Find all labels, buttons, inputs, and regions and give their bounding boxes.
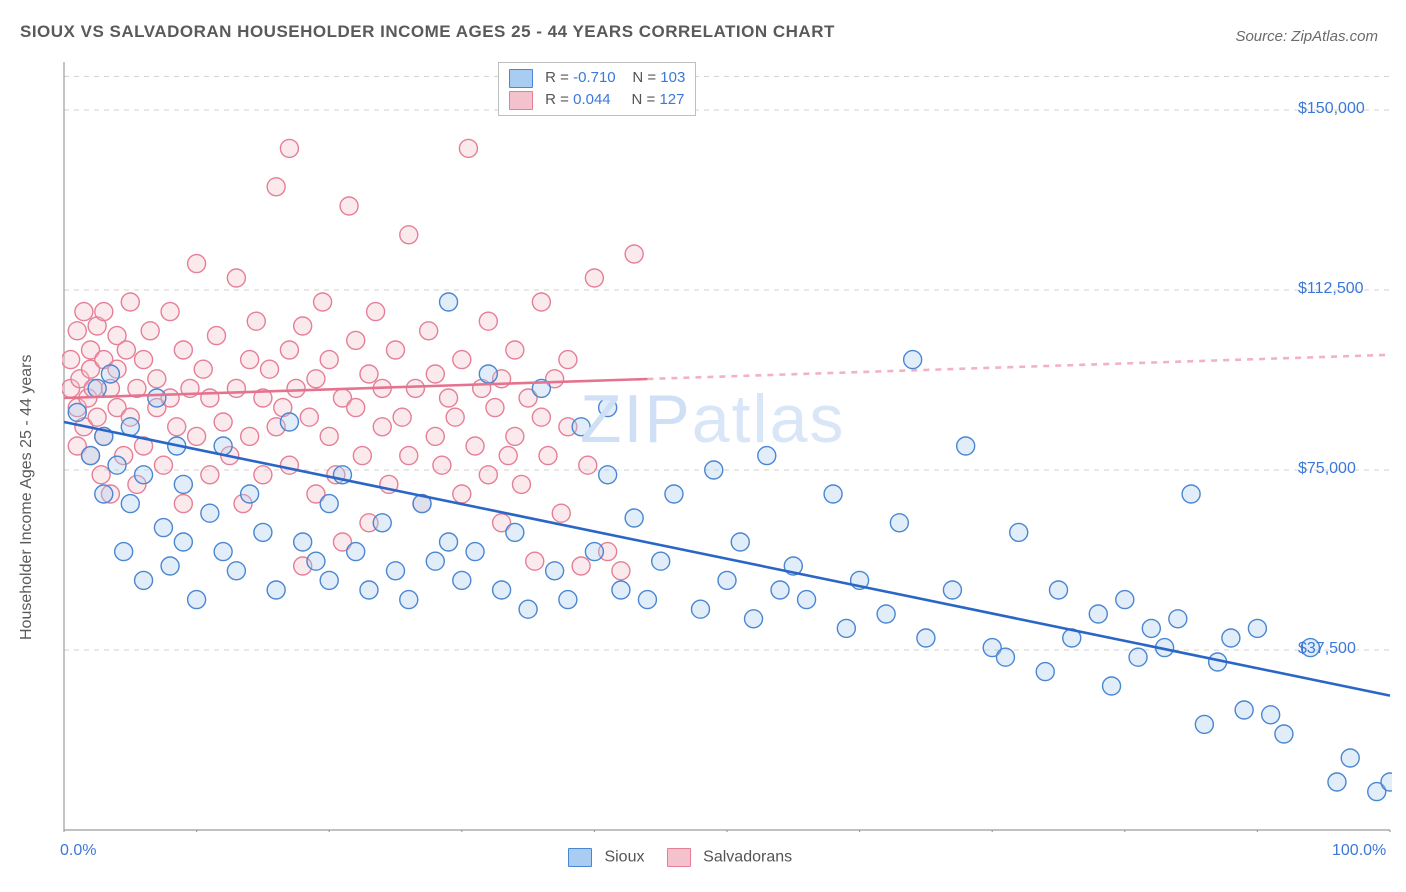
- stats-legend-row: R = -0.710 N = 103: [509, 67, 685, 89]
- r-value: 0.044: [573, 91, 611, 108]
- n-value: 127: [659, 91, 684, 108]
- n-label: N =: [632, 91, 656, 108]
- chart-title: SIOUX VS SALVADORAN HOUSEHOLDER INCOME A…: [20, 22, 835, 42]
- r-value: -0.710: [573, 69, 616, 86]
- y-axis-label: Householder Income Ages 25 - 44 years: [18, 355, 36, 641]
- series-label: Salvadorans: [703, 849, 792, 866]
- r-label: R =: [545, 69, 569, 86]
- y-tick-label: $112,500: [1298, 280, 1364, 298]
- scatter-chart: [62, 60, 1392, 832]
- y-tick-label: $37,500: [1298, 640, 1356, 658]
- swatch-icon: [509, 69, 533, 88]
- series-label: Sioux: [604, 849, 644, 866]
- stats-legend-row: R = 0.044 N = 127: [509, 89, 685, 111]
- y-tick-label: $75,000: [1298, 460, 1356, 478]
- x-tick-label: 0.0%: [60, 842, 96, 860]
- swatch-icon: [667, 848, 691, 867]
- n-label: N =: [632, 69, 656, 86]
- y-tick-label: $150,000: [1298, 100, 1365, 118]
- n-value: 103: [660, 69, 685, 86]
- r-label: R =: [545, 91, 569, 108]
- swatch-icon: [509, 91, 533, 110]
- source-label: Source: ZipAtlas.com: [1235, 28, 1378, 45]
- stats-legend: R = -0.710 N = 103 R = 0.044 N = 127: [498, 62, 696, 116]
- swatch-icon: [568, 848, 592, 867]
- series-legend: Sioux Salvadorans: [568, 848, 792, 867]
- x-tick-label: 100.0%: [1332, 842, 1386, 860]
